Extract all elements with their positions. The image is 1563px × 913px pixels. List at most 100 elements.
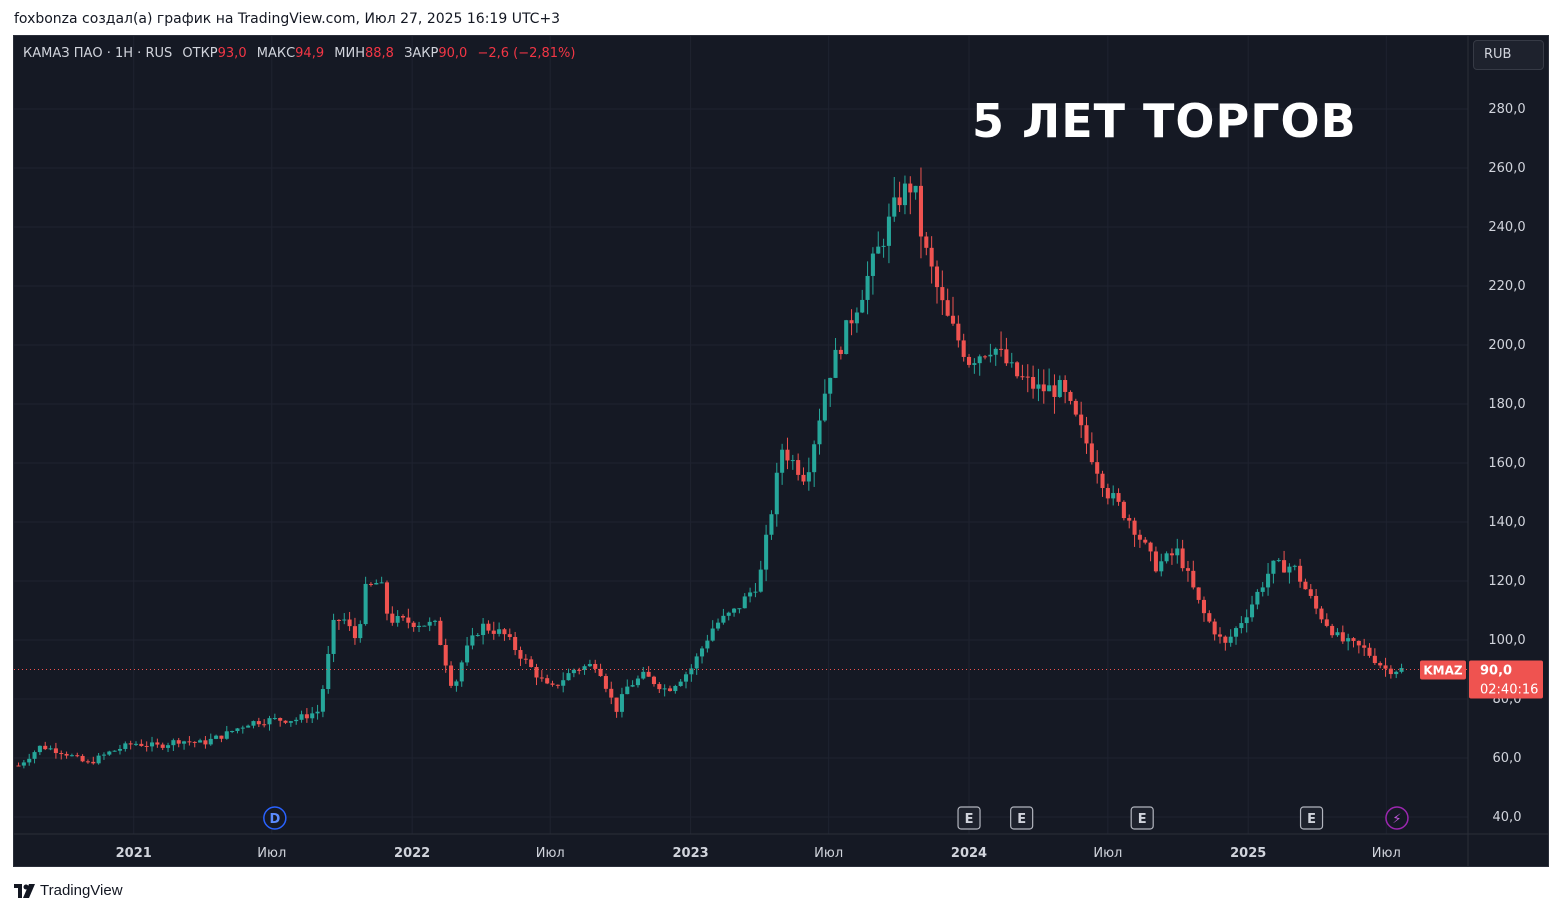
candle [433, 619, 438, 626]
candle-body [230, 731, 235, 733]
candle-body [977, 356, 982, 364]
candle-body [705, 640, 710, 649]
candle [609, 681, 614, 705]
currency-button[interactable]: RUB [1473, 40, 1544, 70]
candle [764, 524, 769, 582]
candle [934, 260, 940, 304]
candle-body [326, 653, 331, 690]
candle-body [769, 514, 774, 535]
earnings-marker[interactable]: E [957, 806, 981, 830]
candle-body [1111, 493, 1116, 499]
candle [149, 736, 155, 752]
chart-annotation[interactable]: 5 ЛЕТ ТОРГОВ [972, 94, 1357, 148]
candle-body [721, 615, 726, 623]
candle-body [876, 246, 881, 254]
candle-body [1233, 628, 1239, 637]
candle-body [828, 377, 833, 394]
candle-body [1132, 520, 1137, 535]
candle-body [625, 686, 630, 695]
footer-logo[interactable]: TradingView [14, 882, 123, 899]
candle-body [700, 648, 705, 657]
candle-body [908, 183, 913, 193]
candle [331, 613, 336, 663]
candle [1121, 500, 1126, 521]
candle [475, 633, 480, 637]
candle-body [966, 356, 972, 365]
candle [91, 756, 96, 765]
candle [139, 739, 144, 747]
candle [1356, 640, 1361, 654]
earnings-marker[interactable]: E [1299, 806, 1324, 830]
candle-body [764, 534, 769, 570]
candle [272, 713, 277, 720]
candle [166, 742, 171, 753]
x-tick-label: Июл [1372, 846, 1401, 861]
candle [502, 628, 507, 641]
candle-body [59, 753, 64, 755]
candle [1143, 537, 1148, 545]
x-tick-label: Июл [257, 846, 286, 861]
candle [950, 296, 956, 326]
candle [176, 737, 181, 748]
candle-body [459, 662, 464, 682]
open-value: 93,0 [217, 46, 247, 61]
candle [983, 355, 988, 360]
candle [796, 453, 801, 481]
candle-body [796, 460, 801, 475]
candle-body [384, 582, 390, 614]
candle [37, 745, 42, 756]
candle [1185, 560, 1190, 582]
candle-body [1356, 640, 1361, 646]
earnings-marker[interactable]: E [1010, 806, 1034, 830]
candle-body [465, 645, 470, 663]
candle-body [283, 720, 288, 723]
candle [192, 741, 197, 748]
candle [283, 720, 288, 725]
dividend-circle [263, 806, 287, 830]
candle [662, 684, 667, 697]
candle-body [1175, 548, 1180, 556]
candle [1266, 563, 1271, 596]
candle-body [433, 620, 438, 622]
candle [988, 343, 993, 363]
candle-body [80, 755, 85, 762]
candle-body [272, 718, 277, 720]
candle-body [860, 299, 865, 313]
candle [1079, 401, 1084, 438]
candle [849, 309, 854, 336]
candle [673, 684, 678, 694]
candle [198, 738, 203, 743]
candle [32, 750, 37, 764]
candle-body [352, 626, 357, 639]
axes: 280,0 260,0 240,0 220,0 200,0 180,0 160,0 140,0… [14, 36, 1548, 866]
candle-body [924, 236, 929, 248]
symbol-label[interactable]: КАМАЗ ПАО · 1Н · RUS [23, 46, 173, 61]
candle-body [667, 688, 673, 692]
low-value: 88,8 [364, 46, 394, 61]
candle-body [358, 624, 363, 639]
candle-body [91, 761, 96, 764]
candle [748, 587, 753, 603]
candle [881, 238, 886, 258]
dividend-marker[interactable]: D [263, 806, 287, 830]
x-tick-label: Июл [814, 846, 843, 861]
earnings-marker[interactable]: E [1130, 806, 1154, 830]
candle-body [785, 449, 790, 461]
footer-brand: TradingView [40, 882, 123, 899]
candle [689, 664, 694, 682]
candle [1031, 365, 1036, 399]
candle-body [539, 677, 544, 679]
candle-body [416, 625, 422, 628]
candle [700, 646, 705, 664]
candle [902, 175, 907, 215]
candle [545, 674, 550, 685]
candle [518, 646, 523, 667]
candle-body [651, 676, 657, 685]
candle [352, 617, 357, 645]
candle-body [422, 625, 427, 627]
candle-body [1164, 553, 1169, 562]
news-marker[interactable]: ⚡ [1385, 806, 1409, 830]
candle-body [139, 743, 144, 746]
candle-body [123, 743, 128, 749]
